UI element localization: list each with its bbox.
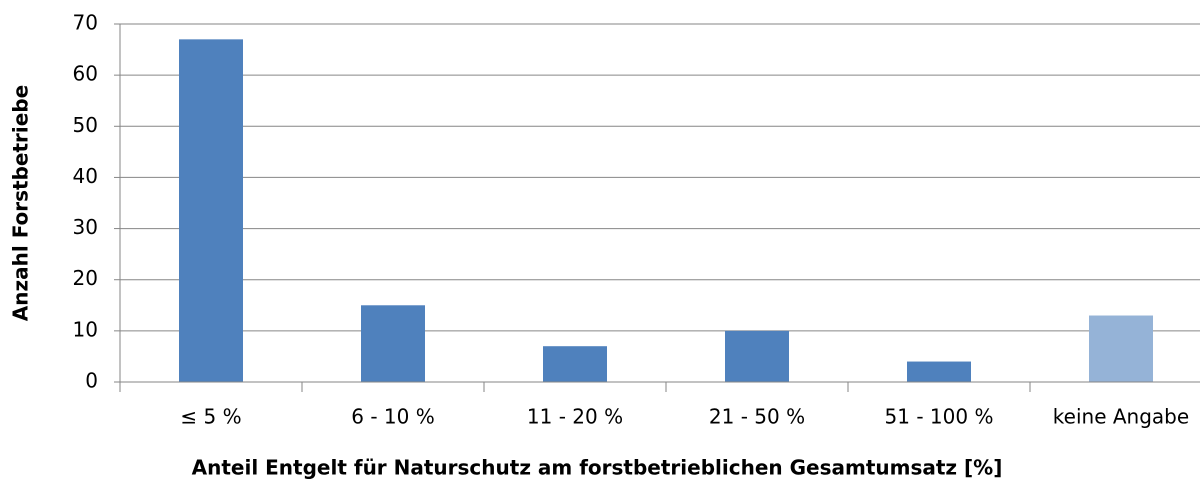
bar [543, 346, 607, 382]
bar [907, 361, 971, 382]
bar [1089, 315, 1153, 382]
x-tick-label: keine Angabe [1053, 405, 1189, 429]
x-tick-label: 6 - 10 % [351, 405, 434, 429]
bar [725, 330, 789, 382]
y-tick-label: 10 [73, 317, 98, 341]
x-axis-title: Anteil Entgelt für Naturschutz am forstb… [192, 456, 1003, 480]
bar [361, 305, 425, 382]
y-tick-label: 70 [73, 11, 98, 35]
y-axis-title: Anzahl Forstbetriebe [9, 85, 33, 321]
x-tick-label: 51 - 100 % [885, 405, 994, 429]
y-tick-label: 20 [73, 266, 98, 290]
y-tick-label: 40 [73, 164, 98, 188]
y-tick-label: 0 [85, 369, 98, 393]
x-tick-label: ≤ 5 % [180, 405, 241, 429]
y-tick-label: 30 [73, 215, 98, 239]
y-tick-label: 50 [73, 113, 98, 137]
x-tick-label: 11 - 20 % [527, 405, 623, 429]
x-tick-label: 21 - 50 % [709, 405, 805, 429]
bar [179, 39, 243, 382]
y-tick-label: 60 [73, 62, 98, 86]
